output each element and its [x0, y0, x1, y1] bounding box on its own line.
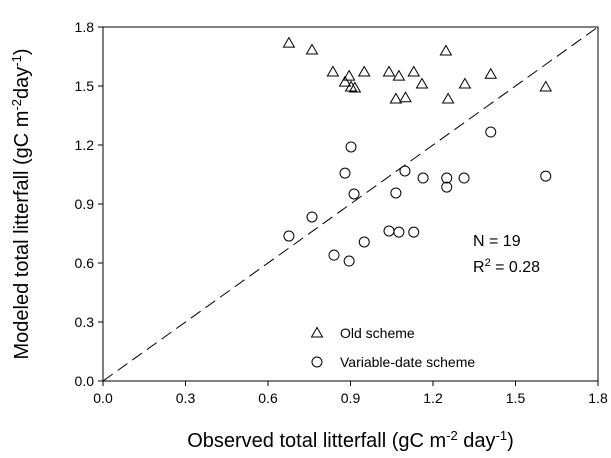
- x-tick-label: 1.2: [423, 390, 443, 406]
- circle-marker: [399, 165, 411, 177]
- y-tick-label: 1.5: [75, 78, 95, 94]
- circle-marker: [441, 172, 453, 184]
- circle-marker: [348, 188, 360, 200]
- text-part: ): [507, 430, 514, 452]
- triangle-marker: [305, 43, 319, 55]
- circle-marker: [408, 226, 420, 238]
- y-tick-label: 0.9: [75, 196, 95, 212]
- annotation: R2 = 0.28: [473, 257, 540, 276]
- circle-marker: [417, 172, 429, 184]
- triangle-marker: [342, 69, 356, 81]
- x-tick-label: 0.9: [341, 390, 361, 406]
- triangle-marker: [441, 92, 455, 104]
- x-tick-label: 0.3: [176, 390, 196, 406]
- superscript: -1: [9, 55, 24, 67]
- triangle-marker: [344, 80, 358, 92]
- circle-marker: [458, 172, 470, 184]
- triangle-marker: [382, 65, 396, 77]
- text-part: ): [11, 48, 33, 55]
- annotation: N = 19: [473, 233, 521, 250]
- x-tick-label: 1.8: [588, 390, 608, 406]
- one-to-one-line: [102, 26, 599, 382]
- circle-marker: [283, 230, 295, 242]
- triangle-marker: [484, 67, 498, 79]
- circle-marker: [345, 141, 357, 153]
- triangle-marker: [389, 92, 403, 104]
- circle-marker: [358, 236, 370, 248]
- circle-marker: [390, 187, 402, 199]
- x-tick-label: 0.6: [258, 390, 278, 406]
- y-tick-label: 0.6: [75, 255, 95, 271]
- triangle-marker: [539, 80, 553, 92]
- triangle-marker: [439, 44, 453, 56]
- superscript: -2: [9, 99, 24, 111]
- superscript: -1: [496, 428, 508, 443]
- triangle-marker: [348, 81, 362, 93]
- superscript: 2: [485, 257, 491, 269]
- x-label: Observed total litterfall (gC m-2 day-1): [187, 428, 514, 453]
- x-tick-label: 0.0: [93, 390, 113, 406]
- circle-marker: [393, 226, 405, 238]
- text-part: = 0.28: [491, 259, 540, 276]
- circle-marker: [339, 167, 351, 179]
- text-part: day: [458, 430, 496, 452]
- triangle-marker: [415, 77, 429, 89]
- triangle-marker: [407, 65, 421, 77]
- y-tick-label: 0.3: [75, 314, 95, 330]
- triangle-marker: [392, 69, 406, 81]
- triangle-marker: [338, 75, 352, 87]
- text-part: N = 19: [473, 233, 521, 250]
- circle-marker: [328, 249, 340, 261]
- triangle-marker: [326, 65, 340, 77]
- triangle-marker: [282, 36, 296, 48]
- triangle-marker: [399, 91, 412, 103]
- triangle-marker: [357, 65, 371, 77]
- text-part: Modeled total litterfall (gC m: [11, 111, 33, 360]
- y-tick-label: 1.2: [75, 137, 95, 153]
- legend-label: Old scheme: [340, 325, 415, 341]
- circle-marker: [311, 356, 323, 368]
- triangle-marker: [310, 326, 324, 338]
- superscript: -2: [446, 428, 458, 443]
- triangle-marker: [458, 77, 472, 89]
- text-part: R: [473, 259, 485, 276]
- x-tick-label: 1.5: [506, 390, 526, 406]
- circle-marker: [343, 255, 355, 267]
- y-tick-label: 1.8: [75, 19, 95, 35]
- circle-marker: [306, 211, 318, 223]
- circle-marker: [441, 181, 453, 193]
- text-part: Observed total litterfall (gC m: [187, 430, 446, 452]
- y-tick-label: 0.0: [75, 373, 95, 389]
- circle-marker: [383, 225, 395, 237]
- circle-marker: [485, 126, 497, 138]
- circle-marker: [540, 170, 552, 182]
- y-label: Modeled total litterfall (gC m-2day-1): [9, 48, 34, 359]
- legend-label: Variable-date scheme: [340, 354, 475, 370]
- text-part: day: [11, 67, 33, 99]
